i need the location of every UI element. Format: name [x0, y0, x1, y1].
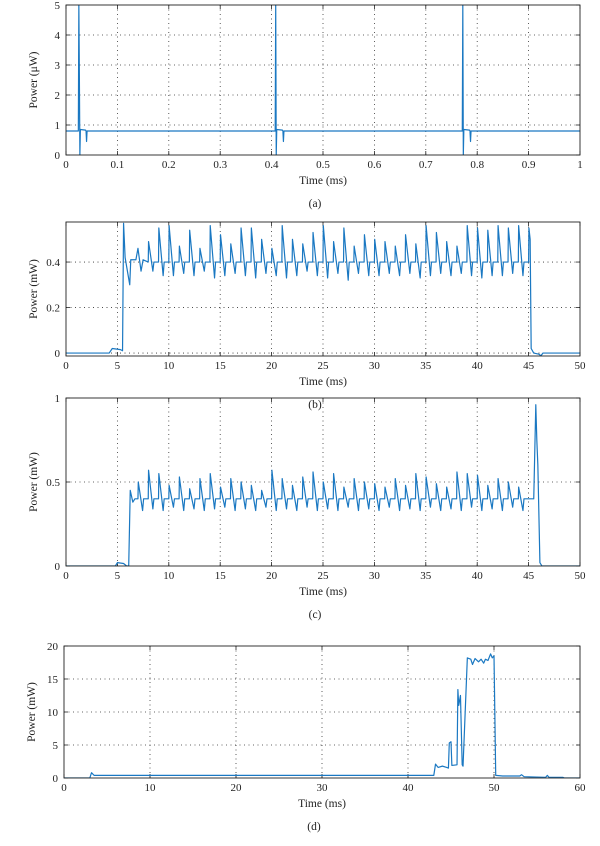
- plot-frame: [65, 4, 581, 156]
- x-tick-label: 0: [63, 159, 69, 171]
- x-tick-label: 30: [369, 570, 381, 582]
- panel-caption: (c): [309, 609, 322, 621]
- x-tick-label: 0.8: [470, 159, 484, 171]
- y-tick-label: 0.5: [46, 477, 60, 489]
- y-tick-label: 0: [55, 150, 61, 162]
- x-tick-label: 30: [317, 782, 329, 794]
- x-tick-label: 10: [145, 782, 157, 794]
- series-line: [66, 5, 580, 155]
- y-tick-label: 2: [55, 90, 61, 102]
- x-tick-label: 0.1: [111, 159, 125, 171]
- x-tick-label: 50: [575, 360, 587, 372]
- y-axis-label: Power (mW): [28, 259, 40, 319]
- panel-caption: (a): [309, 198, 322, 210]
- panel-caption: (d): [307, 821, 321, 833]
- plot-frame: [63, 645, 581, 779]
- x-axis-label: Time (ms): [299, 175, 347, 187]
- y-tick-label: 10: [47, 707, 59, 719]
- x-tick-label: 45: [523, 570, 535, 582]
- x-tick-label: 25: [318, 360, 330, 372]
- y-tick-label: 3: [55, 60, 61, 72]
- chart-panel-b: 0 5 10 15 20 25 30 35 40 45 50 0 0.2 0.4 Time (ms) Powe…: [28, 221, 587, 411]
- y-tick-label: 15: [47, 674, 59, 686]
- y-tick-label: 0.2: [46, 303, 60, 315]
- x-axis-label: Time (ms): [298, 798, 346, 810]
- y-tick-label: 5: [53, 740, 59, 752]
- series-line: [66, 222, 580, 356]
- x-tick-label: 5: [115, 570, 121, 582]
- y-axis-label: Power (μW): [28, 51, 40, 108]
- x-tick-label: 25: [318, 570, 330, 582]
- y-tick-label: 0.4: [46, 257, 60, 269]
- x-tick-label: 0: [63, 360, 69, 372]
- x-tick-label: 60: [575, 782, 587, 794]
- y-tick-label: 0: [53, 773, 59, 785]
- y-tick-label: 20: [47, 641, 59, 653]
- series-line: [64, 653, 580, 778]
- x-tick-label: 0.6: [368, 159, 382, 171]
- x-tick-label: 20: [266, 570, 278, 582]
- y-tick-label: 0: [55, 348, 61, 360]
- x-tick-label: 40: [403, 782, 415, 794]
- chart-panel-a: 0 0.1 0.2 0.3 0.4 0.5 0.6 0.7 0.8 0.9 1 0 1 2 3 4 5 Time …: [28, 0, 583, 210]
- x-tick-label: 0.9: [522, 159, 536, 171]
- x-tick-label: 10: [163, 360, 175, 372]
- x-axis-label: Time (ms): [299, 586, 347, 598]
- x-tick-label: 1: [577, 159, 583, 171]
- x-tick-label: 35: [420, 570, 432, 582]
- chart-panel-c: 0 5 10 15 20 25 30 35 40 45 50 0 0.5 1 Time (ms) Power …: [28, 393, 586, 621]
- x-tick-label: 15: [215, 570, 227, 582]
- x-tick-label: 20: [231, 782, 243, 794]
- x-tick-label: 30: [369, 360, 381, 372]
- plot-frame: [65, 397, 581, 567]
- chart-panel-d: 0 10 20 30 40 50 60 0 5 10 15 20 Time (ms) Power (mW)…: [26, 641, 586, 833]
- x-tick-label: 50: [489, 782, 501, 794]
- x-tick-label: 20: [266, 360, 278, 372]
- y-tick-label: 1: [55, 393, 61, 405]
- y-axis-label: Power (mW): [28, 452, 40, 512]
- x-tick-label: 40: [472, 360, 484, 372]
- x-tick-label: 40: [472, 570, 484, 582]
- x-tick-label: 35: [420, 360, 432, 372]
- x-tick-label: 0.2: [162, 159, 176, 171]
- panel-caption: (b): [308, 399, 322, 411]
- x-tick-label: 0: [63, 570, 69, 582]
- y-axis-label: Power (mW): [26, 682, 38, 742]
- y-tick-label: 5: [55, 0, 61, 12]
- x-tick-label: 15: [215, 360, 227, 372]
- y-tick-label: 1: [55, 120, 61, 132]
- x-axis-label: Time (ms): [299, 376, 347, 388]
- x-tick-label: 10: [163, 570, 175, 582]
- x-tick-label: 0.3: [213, 159, 227, 171]
- x-tick-label: 0.4: [265, 159, 279, 171]
- x-tick-label: 45: [523, 360, 535, 372]
- x-tick-label: 50: [575, 570, 587, 582]
- y-tick-label: 0: [55, 561, 61, 573]
- x-tick-label: 0.5: [316, 159, 330, 171]
- series-line: [66, 404, 580, 566]
- x-tick-label: 0: [61, 782, 67, 794]
- y-tick-label: 4: [55, 30, 61, 42]
- x-tick-label: 0.7: [419, 159, 433, 171]
- x-tick-label: 5: [115, 360, 121, 372]
- plot-frame: [65, 221, 581, 357]
